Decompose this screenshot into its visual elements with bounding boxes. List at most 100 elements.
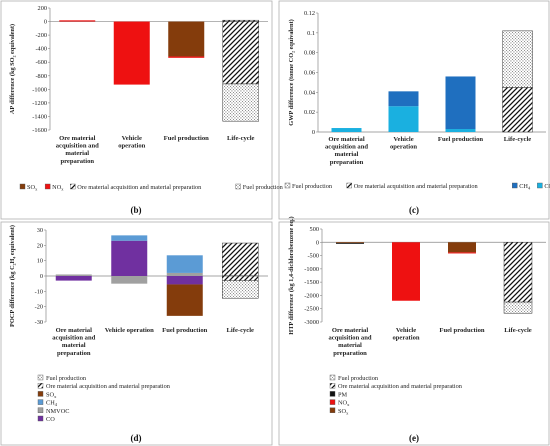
bar-fuel-production (503, 301, 533, 314)
bar-segment (222, 19, 259, 22)
panel-b-frame (0, 0, 273, 220)
legend-label: NOx (338, 400, 350, 408)
category-label: Vehicle operation (392, 327, 419, 342)
category-label: Fuel production (439, 327, 484, 334)
category-label-line: preparation (60, 158, 94, 165)
panel-c-frame (278, 0, 550, 220)
category-label-line: acquisition and (328, 335, 371, 342)
bar-ore-material-acquisition-and-material-preparation (502, 87, 533, 133)
htp-difference-chart: -3000 -2500 -2000 -1500 -1000 -500 0 500 HTP dif… (288, 216, 546, 443)
legend-swatch (37, 374, 44, 381)
bar-nox (59, 20, 96, 22)
legend-subscript: x (346, 410, 349, 415)
y-axis-title: GWP difference (tonne CO₂ equivalent) (288, 19, 295, 125)
category-label: Life-cycle (227, 327, 255, 334)
category-label: Fuel production (438, 136, 483, 143)
bar-nmvoc (166, 272, 203, 276)
category-label-line: Life-cycle (504, 327, 532, 334)
legend-swatch (537, 182, 543, 189)
bar-sox (166, 284, 203, 316)
category-label: Vehicle operation (105, 327, 154, 334)
y-tick-label: 0 (312, 129, 315, 136)
y-tick-label: -500 (307, 253, 319, 260)
bar-co2 (331, 128, 362, 132)
bar-ch4 (388, 91, 419, 107)
y-tick-label: 0.08 (304, 50, 315, 57)
y-tick-label: -1500 (304, 279, 319, 286)
y-tick-label: -1000 (304, 266, 319, 273)
panel-label: (c) (409, 205, 419, 215)
category-label-line: preparation (57, 350, 91, 357)
bar-fuel-production (222, 83, 259, 122)
ap-difference-chart: -1600 -1400 -1200 -1000 -800 -600 -400 -200 0 200… (9, 5, 284, 215)
y-tick-label: -1200 (32, 100, 47, 107)
bar-ch4 (111, 235, 148, 241)
category-label: Ore material acquisition and material prepa… (56, 135, 99, 165)
category-label: Life-cycle (227, 135, 255, 142)
bar-nox (448, 252, 476, 254)
y-tick-label: 500 (310, 226, 319, 233)
bar-ore-material-acquisition-and-material-preparation (222, 242, 259, 277)
category-label-line: material (338, 342, 362, 349)
category-label-line: Ore material (56, 327, 92, 334)
bar-co2 (388, 106, 419, 132)
bar-ore-material-acquisition-and-material-preparation (503, 242, 533, 303)
y-tick-label: -2000 (304, 292, 319, 299)
y-tick-label: 0.02 (304, 109, 315, 116)
y-tick-label: 0.06 (304, 70, 315, 77)
legend-swatch (235, 183, 241, 190)
y-tick-label: -200 (35, 32, 47, 39)
legend-swatch (37, 415, 44, 422)
y-tick-label: -10 (35, 288, 43, 295)
category-label-line: material (335, 151, 359, 158)
bar-pm (336, 243, 364, 244)
category-label-line: material (65, 150, 89, 157)
bar-ore-material-acquisition-and-material-preparation (222, 21, 259, 85)
legend-label: Fuel production (46, 375, 87, 382)
category-label-line: material (62, 342, 86, 349)
y-axis-title: AP difference (kg SO₂ equivalent) (9, 24, 16, 114)
category-label-line: Vehicle (393, 136, 413, 143)
bar-ch4 (445, 76, 476, 130)
y-tick-label: -1400 (32, 113, 47, 120)
legend-swatch (19, 183, 26, 190)
category-label: Vehicle operation (390, 136, 417, 151)
legend-swatch (512, 182, 518, 189)
y-tick-label: 200 (38, 5, 47, 12)
legend-subscript: x (35, 187, 38, 192)
bar-co (111, 240, 148, 276)
bar-co2 (445, 129, 476, 132)
category-label-line: Vehicle (122, 135, 142, 142)
legend-label: CO2 (544, 183, 550, 191)
legend-swatch (37, 391, 44, 397)
legend-swatch (37, 399, 44, 405)
category-label-line: acquisition and (56, 143, 99, 150)
category-label-line: Fuel production (439, 327, 484, 334)
legend-swatch (329, 383, 336, 389)
panel-label: (e) (409, 433, 419, 443)
y-tick-label: 20 (37, 242, 43, 249)
category-label: Ore material acquisition and material prepa… (328, 327, 371, 357)
y-axis-title: POCP difference (kg C₂H₄ equivalent) (9, 225, 16, 327)
legend-swatch (70, 183, 76, 190)
y-tick-label: 0 (40, 273, 43, 280)
legend-label: Ore material acquisition and material pr… (354, 183, 479, 190)
legend-swatch (284, 182, 291, 189)
y-tick-label: -20 (35, 304, 43, 311)
legend-swatch (329, 399, 336, 405)
legend-swatch (329, 374, 336, 381)
panel-d-frame (0, 221, 273, 446)
category-label-line: Fuel production (162, 327, 207, 334)
category-label: Ore material acquisition and material prepa… (325, 136, 368, 166)
panel-e-frame (278, 221, 550, 446)
bar-sox (336, 242, 364, 244)
gwp-difference-chart: 0 0.02 0.04 0.06 0.08 0.1 0.12 GWP difference (… (284, 10, 550, 215)
y-tick-label: 0.1 (307, 30, 315, 37)
category-label-line: Ore material (332, 327, 368, 334)
legend-label: CH4 (519, 183, 531, 191)
legend-swatch (346, 182, 352, 189)
y-tick-label: 0.04 (304, 89, 316, 96)
y-tick-label: 10 (37, 258, 43, 265)
y-tick-label: 0 (44, 19, 47, 26)
legend-label: Fuel production (338, 375, 379, 382)
